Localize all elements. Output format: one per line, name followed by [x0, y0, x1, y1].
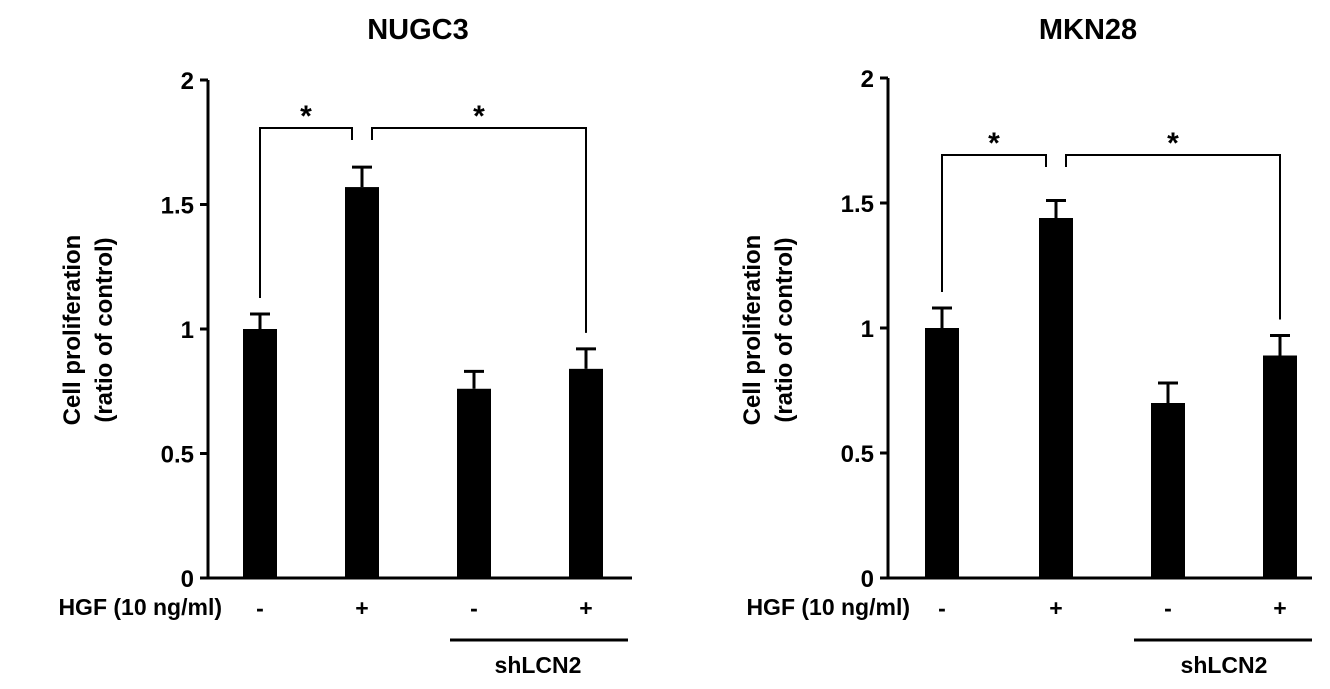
x-category-label: -: [1164, 595, 1172, 621]
bar: [1039, 218, 1073, 578]
y-tick-label: 1: [861, 316, 874, 343]
significance-bracket: [1065, 154, 1281, 320]
significance-bracket: [259, 127, 353, 299]
group-label-shlcn2: shLCN2: [1181, 652, 1268, 678]
significance-bracket: [371, 127, 587, 333]
y-tick-label: 0: [181, 566, 194, 593]
y-tick-label: 1.5: [161, 193, 194, 220]
y-tick-label: 0: [861, 566, 874, 593]
chart-title: MKN28: [1039, 14, 1137, 46]
y-tick-label: 2: [181, 68, 194, 95]
significance-star: *: [300, 100, 312, 133]
x-category-label: +: [579, 595, 592, 621]
y-axis-label-line2: (ratio of control): [771, 237, 798, 422]
chart-panel-nugc3: NUGC3 Cell proliferation (ratio of contr…: [58, 14, 632, 678]
chart-title: NUGC3: [367, 14, 469, 46]
y-tick-label: 1.5: [841, 191, 874, 218]
x-category-label: +: [1049, 595, 1062, 621]
bar: [457, 388, 491, 578]
x-category-label: -: [256, 595, 264, 621]
chart-panel-mkn28: MKN28 Cell proliferation (ratio of contr…: [739, 14, 1312, 678]
bar: [1263, 355, 1297, 578]
significance-star: *: [988, 127, 1000, 160]
x-category-label: -: [470, 595, 478, 621]
x-category-label: +: [1273, 595, 1286, 621]
y-tick-label: 0.5: [841, 441, 874, 468]
bar: [1151, 403, 1185, 578]
significance-bracket: [941, 154, 1047, 292]
y-tick-label: 1: [181, 317, 194, 344]
significance-star: *: [1167, 127, 1179, 160]
x-category-label: +: [355, 595, 368, 621]
y-axis-label-line2: (ratio of control): [91, 237, 118, 422]
y-axis-label-line1: Cell proliferation: [739, 235, 766, 426]
bar: [925, 328, 959, 578]
group-label-shlcn2: shLCN2: [495, 652, 582, 678]
hgf-row-label: HGF (10 ng/ml): [58, 594, 222, 620]
x-category-label: -: [938, 595, 946, 621]
bar: [569, 368, 603, 578]
y-tick-label: 0.5: [161, 442, 194, 469]
significance-star: *: [473, 100, 485, 133]
y-tick-label: 2: [861, 66, 874, 93]
hgf-row-label: HGF (10 ng/ml): [746, 594, 910, 620]
bar: [345, 187, 379, 578]
bar: [243, 329, 277, 578]
y-axis-label-line1: Cell proliferation: [59, 235, 86, 426]
